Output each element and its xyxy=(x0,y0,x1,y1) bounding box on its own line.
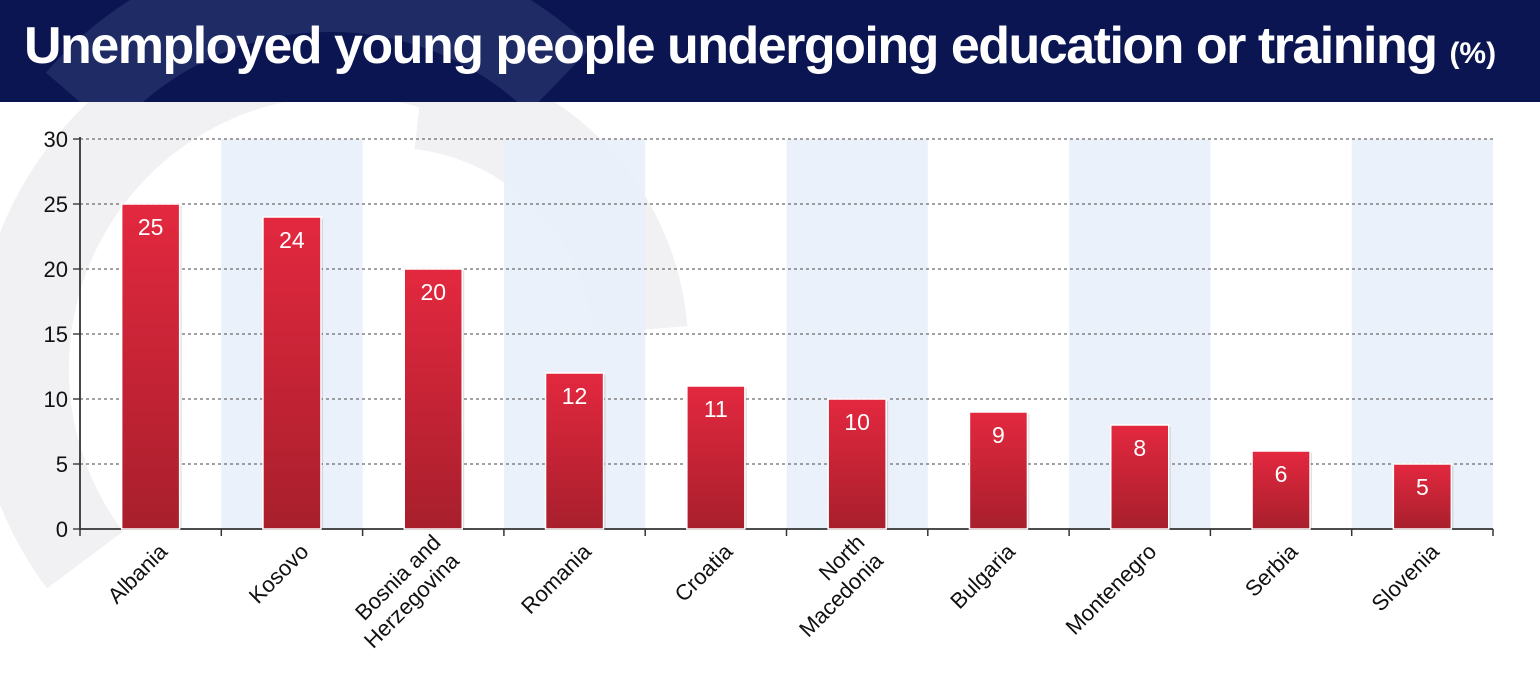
bar xyxy=(262,216,322,530)
x-category-label: Kosovo xyxy=(244,539,314,609)
bar-value-label: 25 xyxy=(138,214,164,240)
y-tick-label: 15 xyxy=(44,322,68,347)
bar xyxy=(686,385,746,530)
bar xyxy=(120,203,181,530)
bar-value-label: 11 xyxy=(704,396,728,422)
bar-value-label: 24 xyxy=(279,227,305,253)
bar-value-label: 12 xyxy=(562,383,588,409)
x-category-label: Romania xyxy=(516,538,596,618)
bar xyxy=(968,411,1029,530)
bar-value-label: 20 xyxy=(420,279,446,305)
chart-title-text: Unemployed young people undergoing educa… xyxy=(24,17,1438,75)
bar xyxy=(1110,424,1170,530)
chart-title: Unemployed young people undergoing educa… xyxy=(24,14,1496,86)
y-tick-label: 5 xyxy=(56,452,68,477)
bar-value-label: 5 xyxy=(1416,474,1429,500)
bar-value-label: 8 xyxy=(1133,435,1146,461)
x-category-label: NorthMacedonia xyxy=(776,529,889,642)
bar xyxy=(1392,463,1453,530)
chart-title-unit: (%) xyxy=(1449,37,1497,70)
bar xyxy=(544,372,605,530)
y-tick-label: 30 xyxy=(44,127,68,152)
header-bar: Unemployed young people undergoing educa… xyxy=(0,0,1540,102)
y-tick-label: 0 xyxy=(56,517,68,542)
header-watermark xyxy=(45,0,592,102)
bar xyxy=(403,268,463,530)
bar-value-label: 9 xyxy=(992,422,1005,448)
bar-value-label: 6 xyxy=(1275,461,1288,487)
y-tick-label: 25 xyxy=(44,192,68,217)
x-category-label: Bosnia andHerzegovina xyxy=(341,529,465,653)
x-category-label: Slovenia xyxy=(1367,538,1445,616)
y-tick-label: 20 xyxy=(44,257,68,282)
bar xyxy=(827,398,887,530)
bars xyxy=(120,203,1454,530)
x-category-label: Montenegro xyxy=(1061,539,1162,640)
bar xyxy=(1251,450,1311,530)
x-category-label: Bulgaria xyxy=(945,538,1020,613)
x-category-label: Croatia xyxy=(670,538,738,606)
y-tick-label: 10 xyxy=(44,387,68,412)
x-category-label: Serbia xyxy=(1240,538,1303,601)
bar-value-label: 10 xyxy=(844,409,870,435)
x-category-label: Albania xyxy=(103,538,173,608)
